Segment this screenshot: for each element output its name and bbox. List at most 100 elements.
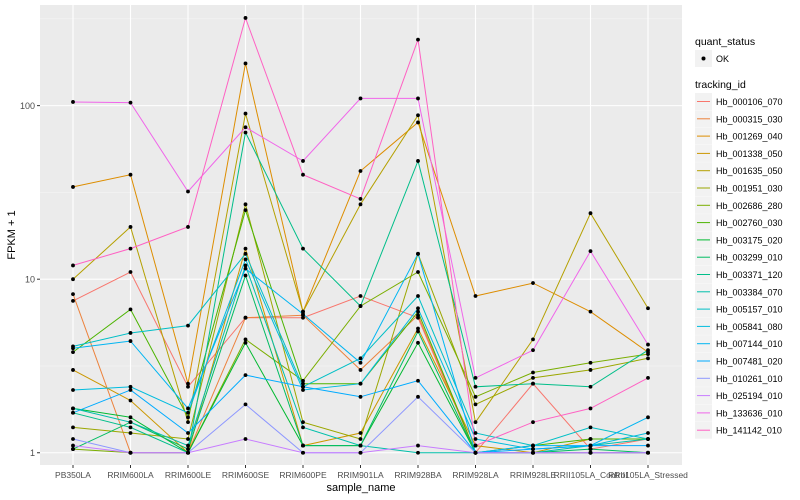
- data-point: [186, 420, 190, 425]
- data-point: [531, 381, 535, 386]
- data-point: [71, 292, 75, 297]
- data-point: [301, 450, 305, 455]
- data-point: [243, 437, 248, 441]
- data-point: [416, 113, 420, 118]
- data-point: [301, 378, 305, 383]
- legend-label: Hb_133636_010: [716, 408, 783, 418]
- data-point: [128, 415, 133, 420]
- data-point: [416, 450, 420, 455]
- data-point: [531, 348, 535, 353]
- legend-item: Hb_001635_050: [695, 162, 783, 180]
- data-point: [416, 120, 420, 125]
- legend-item: Hb_001338_050: [695, 144, 783, 162]
- data-point: [186, 443, 190, 448]
- series-points: [71, 16, 650, 455]
- x-axis-title: sample_name: [326, 482, 395, 494]
- data-point: [128, 225, 133, 229]
- data-point: [646, 415, 650, 420]
- legend-item: Hb_003384_070: [695, 283, 783, 301]
- data-point: [243, 61, 248, 66]
- data-point: [473, 394, 478, 399]
- legend-item: Hb_001951_030: [695, 179, 783, 197]
- x-tick-label: PB350LA: [55, 470, 91, 480]
- data-point: [71, 346, 75, 351]
- data-point: [243, 315, 248, 320]
- data-point: [473, 294, 478, 298]
- data-point: [358, 431, 363, 435]
- data-point: [243, 208, 248, 213]
- data-point: [71, 277, 75, 282]
- data-point: [71, 100, 75, 104]
- data-point: [473, 420, 478, 425]
- data-point: [358, 450, 363, 455]
- data-point: [358, 197, 363, 201]
- data-point: [531, 337, 535, 342]
- legend-label: Hb_025194_010: [716, 391, 783, 401]
- data-point: [71, 410, 75, 415]
- data-point: [186, 437, 190, 441]
- data-point: [646, 375, 650, 380]
- legend-label: Hb_007481_020: [716, 357, 783, 367]
- data-point: [128, 384, 133, 389]
- x-tick-label: RRII105LA_Control: [554, 470, 628, 480]
- data-point: [588, 443, 593, 448]
- data-point: [588, 437, 593, 441]
- legend-tracking-title: tracking_id: [695, 79, 746, 91]
- x-axis: PB350LA RRIM600LA RRIM600LE RRIM600SE RRIM60…: [55, 465, 688, 480]
- legend-item: Hb_001269_040: [695, 127, 783, 145]
- legend-status-label: OK: [716, 54, 729, 64]
- data-point: [128, 420, 133, 425]
- data-point: [243, 402, 248, 407]
- data-point: [71, 368, 75, 372]
- data-point: [588, 211, 593, 216]
- data-point: [186, 189, 190, 194]
- data-point: [301, 312, 305, 316]
- legend-item: Hb_005841_080: [695, 317, 783, 335]
- data-point: [243, 373, 248, 378]
- data-point: [416, 251, 420, 256]
- data-point: [128, 431, 133, 435]
- legend-item: Hb_002760_030: [695, 214, 783, 232]
- legend-label: Hb_003384_070: [716, 287, 783, 297]
- data-point: [416, 443, 420, 448]
- data-point: [301, 159, 305, 163]
- data-point: [71, 447, 75, 451]
- data-point: [473, 384, 478, 389]
- data-point: [416, 294, 420, 298]
- data-point: [243, 266, 248, 271]
- x-tick-label: RRIM600LE: [165, 470, 212, 480]
- data-point: [186, 323, 190, 328]
- data-point: [243, 337, 248, 342]
- legend-label: Hb_002760_030: [716, 218, 783, 228]
- data-point: [416, 270, 420, 274]
- legend-item: Hb_003299_010: [695, 248, 783, 266]
- y-axis: 1 10 100: [20, 101, 40, 458]
- data-point: [416, 313, 420, 318]
- data-point: [416, 329, 420, 334]
- data-point: [128, 388, 133, 392]
- data-point: [71, 443, 75, 448]
- data-point: [588, 249, 593, 254]
- data-point: [646, 437, 650, 441]
- data-point: [128, 307, 133, 312]
- data-point: [531, 450, 535, 455]
- data-point: [358, 356, 363, 361]
- y-axis-title: FPKM + 1: [6, 210, 18, 259]
- data-point: [243, 125, 248, 130]
- x-tick-label: RRIM600LA: [107, 470, 154, 480]
- data-point: [646, 431, 650, 435]
- data-point: [416, 326, 420, 331]
- data-point: [358, 169, 363, 173]
- data-point: [358, 437, 363, 441]
- data-point: [531, 443, 535, 448]
- x-tick-label: RRIM600PE: [279, 470, 327, 480]
- data-point: [531, 420, 535, 425]
- data-point: [243, 257, 248, 262]
- data-point: [301, 425, 305, 430]
- data-point: [71, 406, 75, 411]
- data-point: [646, 356, 650, 361]
- legend-label: Hb_141142_010: [716, 426, 782, 436]
- data-point: [531, 447, 535, 451]
- x-tick-label: RRIM901LA: [337, 470, 384, 480]
- legend-label: Hb_001951_030: [716, 184, 783, 194]
